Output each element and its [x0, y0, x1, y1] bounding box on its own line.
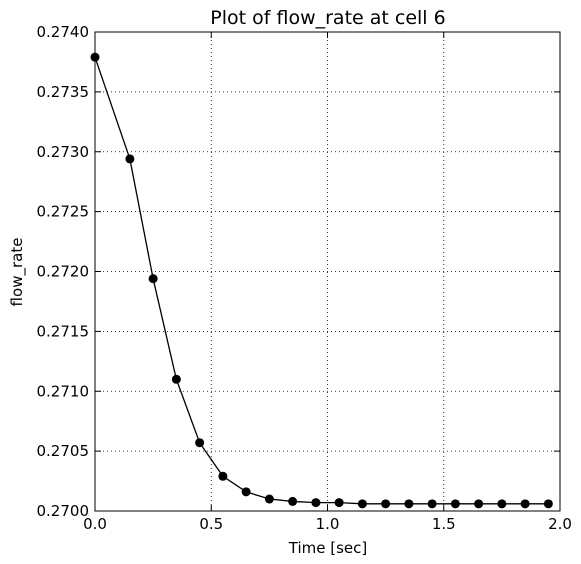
x-tick-label: 0.0: [83, 515, 107, 533]
axes: 0.0 0.5 1.0 1.5 2.0 0.2700 0.2705 0.2710 0.2715 0…: [37, 23, 572, 533]
x-tick-label: 2.0: [548, 515, 572, 533]
data-point: [450, 499, 460, 509]
chart-title: Plot of flow_rate at cell 6: [210, 7, 445, 29]
data-point: [288, 496, 298, 506]
data-point: [543, 499, 553, 509]
data-point: [311, 498, 321, 508]
y-tick-label: 0.2740: [37, 23, 90, 41]
y-tick-label: 0.2725: [37, 203, 90, 221]
data-point: [404, 499, 414, 509]
grid: [95, 32, 560, 511]
data-point: [195, 438, 205, 448]
data-point: [241, 487, 251, 497]
data-point: [264, 494, 274, 504]
data-point: [427, 499, 437, 509]
y-tick-label: 0.2700: [37, 502, 90, 520]
y-tick-label: 0.2735: [37, 83, 90, 101]
data-point: [125, 154, 135, 164]
data-point: [218, 471, 228, 481]
data-point: [357, 499, 367, 509]
data-point: [148, 274, 158, 284]
y-tick-label: 0.2715: [37, 322, 90, 340]
data-point: [334, 498, 344, 508]
plot-area: [90, 52, 553, 509]
y-tick-label: 0.2710: [37, 382, 90, 400]
y-tick-label: 0.2730: [37, 143, 90, 161]
data-point: [520, 499, 530, 509]
data-point: [381, 499, 391, 509]
y-axis-label: flow_rate: [8, 238, 27, 307]
data-point: [497, 499, 507, 509]
data-point: [474, 499, 484, 509]
y-tick-label: 0.2720: [37, 263, 90, 281]
x-axis-label: Time [sec]: [288, 539, 367, 557]
x-tick-label: 1.0: [316, 515, 340, 533]
data-point: [171, 374, 181, 384]
x-tick-label: 0.5: [199, 515, 223, 533]
x-tick-label: 1.5: [432, 515, 456, 533]
y-tick-label: 0.2705: [37, 442, 90, 460]
